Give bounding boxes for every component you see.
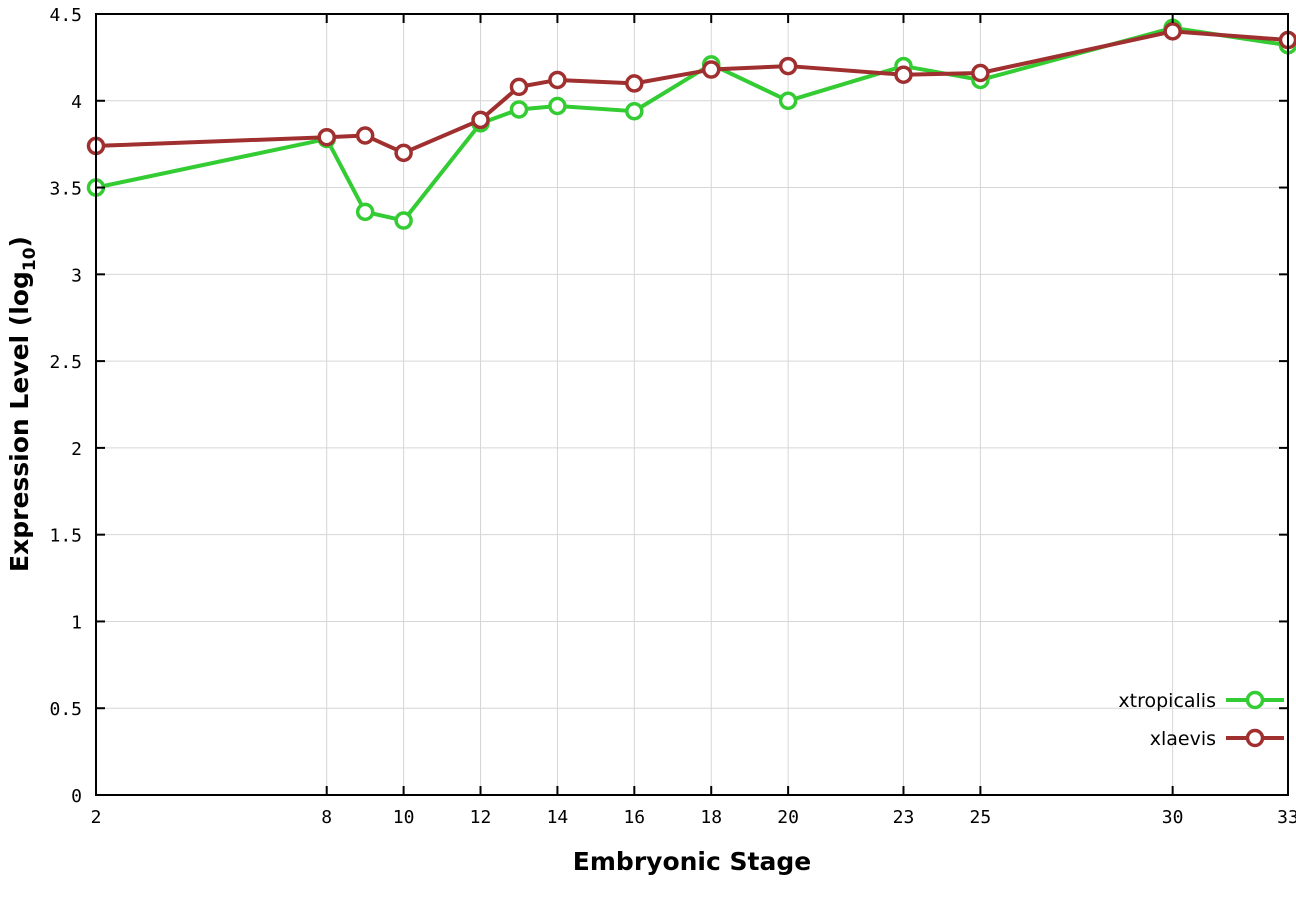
- x-tick-label: 25: [970, 807, 992, 828]
- grid-layer: [95, 13, 1289, 796]
- legend-sample-marker-xlaevis: [1245, 728, 1265, 748]
- x-tick-label: 10: [393, 807, 415, 828]
- data-point-xlaevis: [394, 143, 413, 163]
- y-tick-label: 3: [71, 265, 82, 286]
- data-point-xtropicalis: [625, 101, 644, 121]
- y-tick-label: 0.5: [49, 699, 82, 720]
- data-point-xtropicalis: [778, 91, 798, 111]
- x-tick-label: 12: [470, 807, 492, 828]
- legend: xtropicalis xlaevis: [1118, 690, 1284, 750]
- x-tick-label: 30: [1162, 807, 1184, 828]
- y-tick-label: 2: [71, 439, 82, 460]
- data-point-xlaevis: [317, 127, 336, 147]
- x-tick-label: 14: [547, 807, 569, 828]
- data-point-xtropicalis: [394, 211, 413, 230]
- data-point-xlaevis: [625, 74, 644, 93]
- data-point-xlaevis: [778, 56, 798, 76]
- x-axis-title: Embryonic Stage: [573, 847, 811, 876]
- x-tick-label: 18: [700, 807, 722, 828]
- data-point-xlaevis: [355, 126, 375, 145]
- y-axis-title: Expression Level (log10): [5, 236, 40, 572]
- x-tick-label: 33: [1277, 807, 1296, 828]
- plot-border: [95, 13, 1289, 796]
- data-point-xtropicalis: [509, 100, 529, 119]
- y-tick-label: 4: [71, 92, 82, 113]
- data-point-xlaevis: [701, 60, 721, 79]
- axis-layer: 2 8 10 12 14 16 18 20 23 25 30 33 0 0.5 1 1.5 2 2.5 3 3.5 4 4…: [49, 5, 1296, 828]
- x-tick-label: 2: [91, 807, 102, 828]
- series-line-xtropicalis: [94, 25, 1290, 223]
- data-point-xtropicalis: [548, 96, 567, 116]
- y-tick-label: 1: [71, 612, 82, 633]
- x-tick-label: 8: [321, 807, 332, 828]
- x-tick-label: 16: [623, 807, 645, 828]
- data-point-xlaevis: [894, 65, 913, 84]
- legend-label-xtropicalis: xtropicalis: [1118, 690, 1216, 712]
- y-tick-label: 2.5: [49, 352, 82, 373]
- data-point-xtropicalis: [355, 202, 375, 222]
- y-tick-label: 1.5: [49, 526, 82, 547]
- legend-label-xlaevis: xlaevis: [1150, 728, 1216, 750]
- data-point-xlaevis: [509, 77, 529, 97]
- x-tick-label: 23: [893, 807, 915, 828]
- legend-sample-marker-xtropicalis: [1245, 690, 1265, 710]
- x-tick-label: 20: [777, 807, 799, 828]
- data-point-xlaevis: [548, 70, 567, 90]
- y-tick-label: 4.5: [49, 5, 82, 26]
- data-point-xlaevis: [471, 110, 490, 130]
- data-point-xlaevis: [1163, 22, 1182, 41]
- series-layer: [86, 18, 1296, 230]
- data-point-xlaevis: [971, 63, 990, 83]
- y-tick-label: 0: [71, 786, 82, 807]
- series-line-xlaevis: [94, 29, 1290, 155]
- y-tick-label: 3.5: [49, 179, 82, 200]
